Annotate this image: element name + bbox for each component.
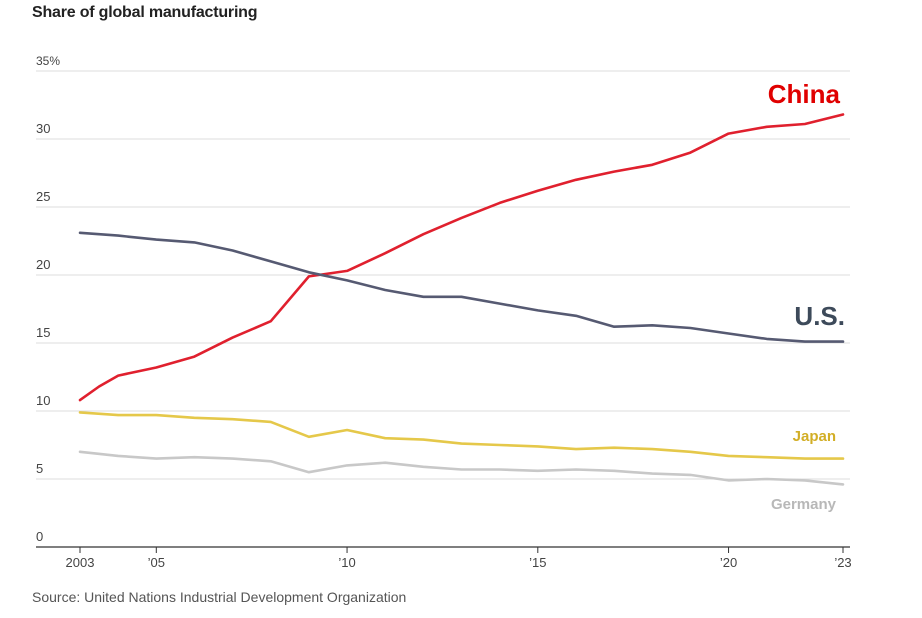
y-axis-tick-labels: 35% 30 25 20 15 10 5 0: [36, 54, 60, 544]
x-tick-label: ’23: [834, 555, 851, 570]
series-line-japan: [78, 411, 845, 460]
series-label-germany: Germany: [771, 496, 837, 513]
series-line-china: [78, 113, 845, 402]
source-note: Source: United Nations Industrial Develo…: [32, 589, 407, 605]
y-tick-label: 15: [36, 325, 50, 340]
gridlines: [36, 70, 850, 548]
x-tick-label: ’10: [338, 555, 355, 570]
series-line-u-s: [78, 231, 845, 343]
x-tick-label: ’15: [529, 555, 546, 570]
series-label-japan: Japan: [793, 428, 836, 445]
y-tick-label: 25: [36, 189, 50, 204]
y-tick-label: 5: [36, 461, 43, 476]
y-tick-label: 20: [36, 257, 50, 272]
series-label-china: China: [768, 79, 841, 109]
y-tick-label: 0: [36, 529, 43, 544]
series-line-germany: [78, 450, 845, 486]
x-tick-label: ’05: [148, 555, 165, 570]
y-tick-label: 30: [36, 121, 50, 136]
chart-title: Share of global manufacturing: [32, 4, 258, 21]
series-label-u-s: U.S.: [794, 301, 845, 331]
x-axis-tick-labels: 2003 ’05 ’10 ’15 ’20 ’23: [66, 547, 852, 570]
y-tick-label: 35%: [36, 54, 60, 68]
x-tick-label: 2003: [66, 555, 95, 570]
y-tick-label: 10: [36, 393, 50, 408]
series-labels: China U.S. Japan Germany: [768, 79, 845, 513]
x-tick-label: ’20: [720, 555, 737, 570]
series-lines: [78, 113, 845, 486]
